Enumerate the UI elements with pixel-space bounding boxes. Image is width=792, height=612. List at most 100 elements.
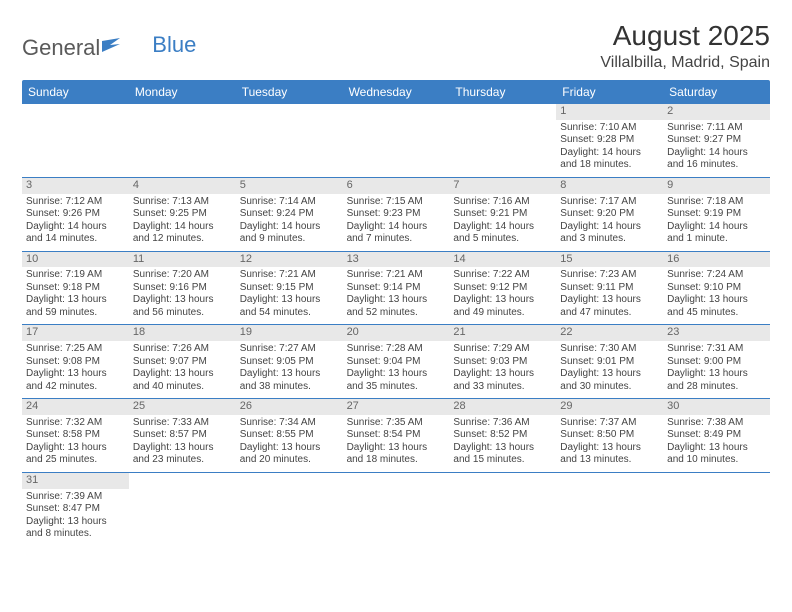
daylight-line: Daylight: 13 hours and 13 minutes.	[560, 442, 659, 467]
calendar-cell: 8Sunrise: 7:17 AMSunset: 9:20 PMDaylight…	[556, 178, 663, 252]
day-number: 12	[236, 252, 343, 268]
daylight-line: Daylight: 13 hours and 40 minutes.	[133, 368, 232, 393]
sunrise-line: Sunrise: 7:23 AM	[560, 269, 659, 282]
sunrise-line: Sunrise: 7:18 AM	[667, 196, 766, 209]
daylight-line: Daylight: 14 hours and 12 minutes.	[133, 221, 232, 246]
daylight-line: Daylight: 14 hours and 3 minutes.	[560, 221, 659, 246]
day-number: 21	[449, 325, 556, 341]
sunset-line: Sunset: 9:24 PM	[240, 208, 339, 221]
calendar-cell: 15Sunrise: 7:23 AMSunset: 9:11 PMDayligh…	[556, 252, 663, 326]
daylight-line: Daylight: 13 hours and 52 minutes.	[347, 294, 446, 319]
calendar-cell-empty	[343, 473, 450, 546]
daylight-line: Daylight: 14 hours and 7 minutes.	[347, 221, 446, 246]
daylight-line: Daylight: 13 hours and 47 minutes.	[560, 294, 659, 319]
calendar-cell: 22Sunrise: 7:30 AMSunset: 9:01 PMDayligh…	[556, 325, 663, 399]
day-number: 1	[556, 104, 663, 120]
day-number: 13	[343, 252, 450, 268]
sunset-line: Sunset: 8:58 PM	[26, 429, 125, 442]
daylight-line: Daylight: 14 hours and 14 minutes.	[26, 221, 125, 246]
calendar-cell: 13Sunrise: 7:21 AMSunset: 9:14 PMDayligh…	[343, 252, 450, 326]
sunset-line: Sunset: 9:10 PM	[667, 282, 766, 295]
calendar-cell: 11Sunrise: 7:20 AMSunset: 9:16 PMDayligh…	[129, 252, 236, 326]
daylight-line: Daylight: 13 hours and 25 minutes.	[26, 442, 125, 467]
calendar-cell: 21Sunrise: 7:29 AMSunset: 9:03 PMDayligh…	[449, 325, 556, 399]
sunset-line: Sunset: 9:23 PM	[347, 208, 446, 221]
sunset-line: Sunset: 8:52 PM	[453, 429, 552, 442]
sunset-line: Sunset: 9:28 PM	[560, 134, 659, 147]
day-number: 19	[236, 325, 343, 341]
weekday-label: Friday	[556, 80, 663, 104]
calendar-cell: 16Sunrise: 7:24 AMSunset: 9:10 PMDayligh…	[663, 252, 770, 326]
calendar-cell: 28Sunrise: 7:36 AMSunset: 8:52 PMDayligh…	[449, 399, 556, 473]
day-number: 2	[663, 104, 770, 120]
sunset-line: Sunset: 9:21 PM	[453, 208, 552, 221]
sunset-line: Sunset: 9:12 PM	[453, 282, 552, 295]
sunset-line: Sunset: 9:11 PM	[560, 282, 659, 295]
sunrise-line: Sunrise: 7:24 AM	[667, 269, 766, 282]
sunrise-line: Sunrise: 7:29 AM	[453, 343, 552, 356]
sunrise-line: Sunrise: 7:32 AM	[26, 417, 125, 430]
day-number: 9	[663, 178, 770, 194]
sunset-line: Sunset: 9:01 PM	[560, 356, 659, 369]
calendar-cell: 3Sunrise: 7:12 AMSunset: 9:26 PMDaylight…	[22, 178, 129, 252]
daylight-line: Daylight: 13 hours and 42 minutes.	[26, 368, 125, 393]
calendar-cell-empty	[663, 473, 770, 546]
calendar-weekday-header: SundayMondayTuesdayWednesdayThursdayFrid…	[22, 80, 770, 104]
daylight-line: Daylight: 13 hours and 33 minutes.	[453, 368, 552, 393]
sunrise-line: Sunrise: 7:31 AM	[667, 343, 766, 356]
sunrise-line: Sunrise: 7:12 AM	[26, 196, 125, 209]
daylight-line: Daylight: 13 hours and 49 minutes.	[453, 294, 552, 319]
calendar-cell: 19Sunrise: 7:27 AMSunset: 9:05 PMDayligh…	[236, 325, 343, 399]
logo-text-2: Blue	[152, 32, 196, 58]
day-number: 31	[22, 473, 129, 489]
calendar-cell: 20Sunrise: 7:28 AMSunset: 9:04 PMDayligh…	[343, 325, 450, 399]
calendar-cell: 10Sunrise: 7:19 AMSunset: 9:18 PMDayligh…	[22, 252, 129, 326]
sunset-line: Sunset: 8:49 PM	[667, 429, 766, 442]
sunrise-line: Sunrise: 7:33 AM	[133, 417, 232, 430]
daylight-line: Daylight: 13 hours and 23 minutes.	[133, 442, 232, 467]
location-text: Villalbilla, Madrid, Spain	[600, 54, 770, 72]
day-number: 23	[663, 325, 770, 341]
month-title: August 2025	[600, 20, 770, 52]
daylight-line: Daylight: 13 hours and 54 minutes.	[240, 294, 339, 319]
daylight-line: Daylight: 13 hours and 59 minutes.	[26, 294, 125, 319]
daylight-line: Daylight: 13 hours and 18 minutes.	[347, 442, 446, 467]
calendar-body: 1Sunrise: 7:10 AMSunset: 9:28 PMDaylight…	[22, 104, 770, 546]
calendar-cell: 31Sunrise: 7:39 AMSunset: 8:47 PMDayligh…	[22, 473, 129, 546]
calendar-cell: 6Sunrise: 7:15 AMSunset: 9:23 PMDaylight…	[343, 178, 450, 252]
weekday-label: Monday	[129, 80, 236, 104]
sunset-line: Sunset: 9:04 PM	[347, 356, 446, 369]
day-number: 29	[556, 399, 663, 415]
calendar-cell-empty	[22, 104, 129, 178]
daylight-line: Daylight: 13 hours and 56 minutes.	[133, 294, 232, 319]
calendar-cell: 5Sunrise: 7:14 AMSunset: 9:24 PMDaylight…	[236, 178, 343, 252]
calendar-cell-empty	[343, 104, 450, 178]
day-number: 30	[663, 399, 770, 415]
calendar-cell: 17Sunrise: 7:25 AMSunset: 9:08 PMDayligh…	[22, 325, 129, 399]
daylight-line: Daylight: 13 hours and 20 minutes.	[240, 442, 339, 467]
daylight-line: Daylight: 14 hours and 16 minutes.	[667, 147, 766, 172]
calendar-cell: 26Sunrise: 7:34 AMSunset: 8:55 PMDayligh…	[236, 399, 343, 473]
calendar-cell: 2Sunrise: 7:11 AMSunset: 9:27 PMDaylight…	[663, 104, 770, 178]
sunset-line: Sunset: 9:07 PM	[133, 356, 232, 369]
calendar-cell-empty	[236, 104, 343, 178]
day-number: 18	[129, 325, 236, 341]
daylight-line: Daylight: 13 hours and 35 minutes.	[347, 368, 446, 393]
sunset-line: Sunset: 9:26 PM	[26, 208, 125, 221]
daylight-line: Daylight: 13 hours and 30 minutes.	[560, 368, 659, 393]
sunrise-line: Sunrise: 7:11 AM	[667, 122, 766, 135]
weekday-label: Saturday	[663, 80, 770, 104]
weekday-label: Sunday	[22, 80, 129, 104]
sunrise-line: Sunrise: 7:27 AM	[240, 343, 339, 356]
day-number: 7	[449, 178, 556, 194]
sunrise-line: Sunrise: 7:16 AM	[453, 196, 552, 209]
sunrise-line: Sunrise: 7:19 AM	[26, 269, 125, 282]
sunrise-line: Sunrise: 7:36 AM	[453, 417, 552, 430]
sunrise-line: Sunrise: 7:37 AM	[560, 417, 659, 430]
weekday-label: Thursday	[449, 80, 556, 104]
sunrise-line: Sunrise: 7:17 AM	[560, 196, 659, 209]
day-number: 26	[236, 399, 343, 415]
sunrise-line: Sunrise: 7:22 AM	[453, 269, 552, 282]
calendar-cell-empty	[449, 473, 556, 546]
calendar-cell-empty	[449, 104, 556, 178]
